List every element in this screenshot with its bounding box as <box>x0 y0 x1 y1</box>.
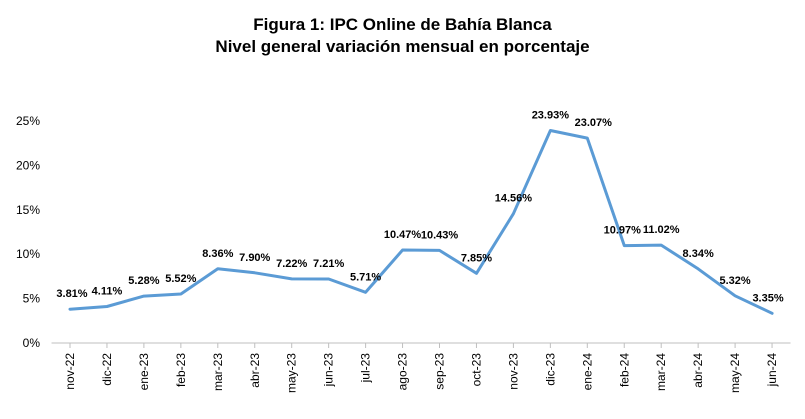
x-tick-label: mar-23 <box>211 353 225 391</box>
data-label: 7.22% <box>276 258 307 270</box>
x-tick-label: abr-24 <box>691 353 705 388</box>
x-tick-label: ene-23 <box>137 353 151 391</box>
y-tick-label: 0% <box>23 336 41 350</box>
data-label: 3.35% <box>752 292 783 304</box>
x-tick-label: jul-23 <box>359 353 373 384</box>
data-label: 14.56% <box>495 193 533 205</box>
data-label: 10.97% <box>604 225 642 237</box>
data-label: 23.07% <box>575 117 613 129</box>
x-tick-label: mar-24 <box>654 353 668 391</box>
x-tick-label: abr-23 <box>248 353 262 388</box>
y-tick-label: 10% <box>16 247 40 261</box>
series-line <box>68 129 774 315</box>
data-label: 11.02% <box>643 224 680 236</box>
data-label: 5.28% <box>128 275 159 287</box>
x-tick-label: ago-23 <box>396 353 410 391</box>
chart-title-block: Figura 1: IPC Online de Bahía Blanca Niv… <box>0 14 805 58</box>
data-label: 7.21% <box>313 258 344 270</box>
x-tick-label: nov-23 <box>506 353 520 390</box>
y-tick-label: 25% <box>16 114 40 128</box>
data-label: 5.71% <box>350 271 381 283</box>
data-label: 8.34% <box>683 248 714 260</box>
x-tick-label: feb-24 <box>617 353 631 387</box>
x-tick-label: may-23 <box>285 353 299 393</box>
x-tick-label: dic-22 <box>100 353 114 386</box>
x-tick-label: oct-23 <box>469 353 483 387</box>
x-tick-label: jun-23 <box>322 353 336 388</box>
data-label: 5.32% <box>719 275 750 287</box>
chart-subtitle: Nivel general variación mensual en porce… <box>215 37 590 56</box>
data-label: 10.47% <box>384 229 422 241</box>
data-label: 3.81% <box>56 288 87 300</box>
data-label: 4.11% <box>92 286 123 298</box>
y-tick-label: 15% <box>16 203 40 217</box>
data-label: 8.36% <box>202 248 233 260</box>
x-tick-label: jun-24 <box>765 353 779 388</box>
x-tick-label: feb-23 <box>174 353 188 387</box>
data-label: 7.90% <box>239 252 270 264</box>
x-tick-label: may-24 <box>728 353 742 393</box>
x-tick-label: sep-23 <box>433 353 447 390</box>
data-label: 5.52% <box>165 273 196 285</box>
data-label: 10.43% <box>421 229 459 241</box>
chart-title: Figura 1: IPC Online de Bahía Blanca <box>253 15 552 34</box>
y-tick-label: 5% <box>23 292 41 306</box>
x-tick-label: dic-23 <box>543 353 557 386</box>
x-tick-label: ene-24 <box>580 353 594 391</box>
y-tick-label: 20% <box>16 158 40 172</box>
data-label: 7.85% <box>461 252 492 264</box>
x-tick-label: nov-22 <box>63 353 77 390</box>
data-label: 23.93% <box>532 110 570 122</box>
